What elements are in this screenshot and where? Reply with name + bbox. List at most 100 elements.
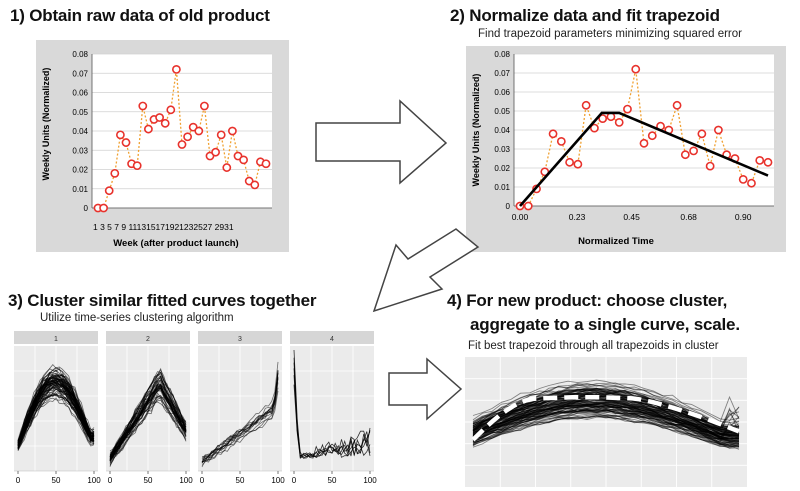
step1-title: 1) Obtain raw data of old product bbox=[10, 6, 270, 25]
cluster-curve bbox=[472, 395, 740, 432]
cluster-curve bbox=[472, 396, 740, 438]
data-point bbox=[755, 156, 765, 165]
cluster-curve bbox=[472, 401, 740, 437]
data-point bbox=[763, 157, 773, 167]
panel-normalized-fit: Weekly Units (Normalized) Normalized Tim… bbox=[466, 46, 786, 252]
data-point bbox=[171, 64, 181, 74]
x-tick-label: 50 bbox=[144, 476, 153, 485]
cluster-curve bbox=[472, 404, 740, 438]
data-point bbox=[216, 130, 226, 140]
data-point bbox=[144, 124, 153, 134]
cluster-curve bbox=[472, 395, 740, 432]
cluster-curve bbox=[472, 401, 740, 443]
cluster-curve bbox=[472, 408, 740, 442]
cluster-curve bbox=[293, 375, 371, 459]
cluster-curve bbox=[472, 407, 740, 439]
x-tick-label: 0 bbox=[16, 476, 21, 485]
data-point bbox=[160, 118, 170, 128]
y-axis-label: Weekly Units (Normalized) bbox=[471, 74, 481, 187]
cluster-curve bbox=[472, 392, 740, 430]
data-point bbox=[132, 161, 142, 171]
cluster-curve bbox=[472, 397, 740, 440]
cluster-curve bbox=[472, 415, 740, 449]
cluster-curve bbox=[472, 415, 740, 450]
arrow-right-icon bbox=[315, 99, 448, 185]
data-point bbox=[177, 140, 187, 149]
cluster-curve bbox=[17, 377, 95, 441]
cluster-curve bbox=[472, 407, 740, 444]
raw-data-chart: Weekly Units (Normalized) Week (after pr… bbox=[41, 50, 272, 249]
cluster-curve bbox=[472, 393, 740, 434]
cluster-curve bbox=[472, 400, 740, 440]
cluster-facets-chart: 1 0 50 100 2 0 50 100 3 0 50 100 4 0 50 100 bbox=[14, 331, 377, 485]
cluster-curve bbox=[472, 409, 740, 443]
cluster-curve bbox=[109, 375, 187, 458]
step2-title: 2) Normalize data and fit trapezoid bbox=[450, 6, 720, 25]
cluster-curve bbox=[472, 403, 740, 440]
y-tick-label: 0.02 bbox=[494, 164, 510, 173]
cluster-curve bbox=[472, 407, 740, 440]
cluster-curve bbox=[472, 396, 739, 436]
y-tick-label: 0.07 bbox=[494, 69, 510, 78]
cluster-curve bbox=[17, 373, 95, 443]
cluster-curve bbox=[472, 409, 740, 446]
cluster-curve bbox=[472, 399, 740, 434]
cluster-curve bbox=[472, 393, 740, 433]
cluster-curve bbox=[17, 369, 95, 442]
x-tick-label: 100 bbox=[271, 476, 285, 485]
cluster-curve bbox=[472, 415, 740, 447]
cluster-curve bbox=[472, 404, 740, 437]
cluster-curve bbox=[472, 400, 740, 440]
step4-subtitle: Fit best trapezoid through all trapezoid… bbox=[468, 340, 719, 352]
y-tick-label: 0.05 bbox=[494, 107, 510, 116]
data-point bbox=[680, 150, 690, 160]
cluster-curve bbox=[472, 404, 740, 437]
cluster-curve bbox=[17, 379, 95, 446]
cluster-curve bbox=[472, 389, 740, 434]
cluster-curve bbox=[472, 382, 740, 425]
x-tick-label: 0.23 bbox=[569, 212, 586, 222]
cluster-curve bbox=[201, 387, 279, 466]
data-point bbox=[194, 126, 204, 136]
cluster-curve bbox=[472, 390, 740, 432]
cluster-curve bbox=[472, 400, 740, 437]
x-tick-label: 0.68 bbox=[680, 212, 697, 222]
y-tick-label: 0.06 bbox=[494, 88, 510, 97]
cluster-curve bbox=[472, 382, 740, 429]
y-tick-label: 0.07 bbox=[72, 69, 88, 78]
x-tick-label: 0.45 bbox=[623, 212, 640, 222]
cluster-curve bbox=[472, 398, 740, 435]
x-tick-label: 0.90 bbox=[735, 212, 752, 222]
data-point bbox=[689, 146, 698, 156]
data-point bbox=[713, 125, 723, 135]
y-axis-label: Weekly Units (Normalized) bbox=[41, 68, 51, 181]
cluster-curve bbox=[472, 394, 740, 434]
facet-label: 3 bbox=[238, 336, 242, 343]
x-tick-label: 100 bbox=[363, 476, 377, 485]
cluster-curve bbox=[17, 394, 95, 450]
cluster-curve bbox=[472, 403, 740, 442]
x-tick-label: 50 bbox=[236, 476, 245, 485]
trapezoid-fit-line bbox=[519, 111, 769, 207]
cluster-curve bbox=[472, 416, 740, 449]
data-point bbox=[565, 157, 574, 167]
cluster-curve bbox=[472, 382, 740, 424]
y-tick-label: 0.06 bbox=[72, 89, 88, 98]
y-tick-label: 0.04 bbox=[72, 127, 88, 136]
cluster-curve bbox=[472, 406, 739, 444]
data-point bbox=[166, 105, 176, 115]
y-tick-label: 0.08 bbox=[494, 50, 510, 59]
data-point bbox=[110, 168, 120, 178]
y-tick-label: 0 bbox=[84, 204, 89, 213]
step2-subtitle: Find trapezoid parameters minimizing squ… bbox=[478, 28, 742, 40]
cluster-curve bbox=[17, 397, 95, 449]
cluster-curve bbox=[472, 397, 740, 435]
data-point bbox=[239, 155, 248, 165]
cluster-curve bbox=[472, 393, 740, 431]
x-tick-label: 50 bbox=[52, 476, 61, 485]
x-tick-label: 0 bbox=[200, 476, 205, 485]
cluster-curve bbox=[472, 389, 740, 431]
cluster-curve bbox=[472, 402, 740, 440]
y-tick-label: 0.01 bbox=[72, 185, 88, 194]
cluster-curve bbox=[472, 394, 740, 434]
